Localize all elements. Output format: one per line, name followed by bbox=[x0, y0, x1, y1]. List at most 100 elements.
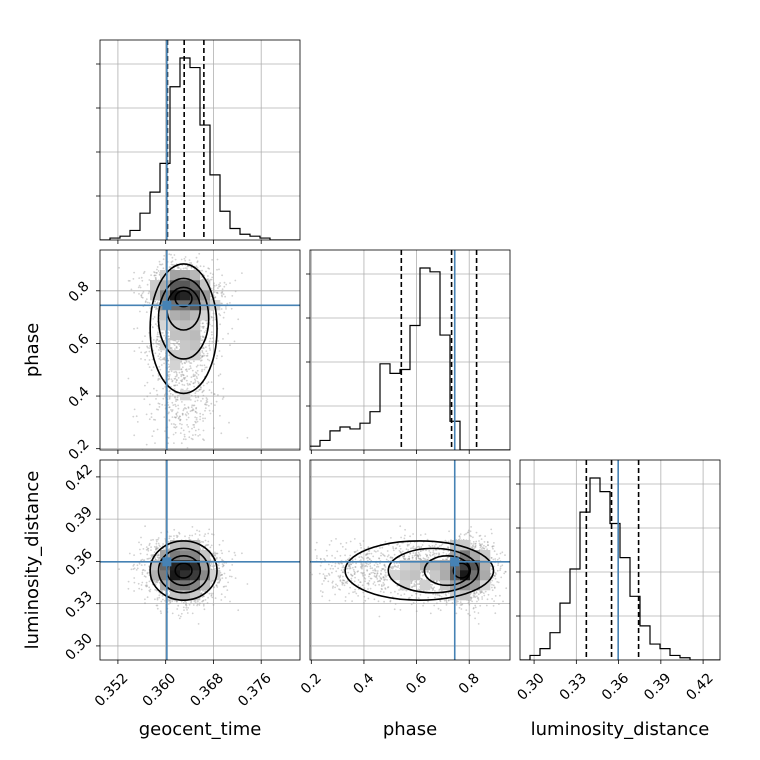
sample-point bbox=[156, 581, 159, 584]
sample-point bbox=[225, 283, 228, 286]
sample-point bbox=[174, 431, 177, 434]
sample-point bbox=[145, 546, 148, 548]
sample-point bbox=[132, 565, 135, 567]
sample-point bbox=[171, 409, 174, 411]
sample-point bbox=[153, 274, 156, 277]
sample-point bbox=[159, 356, 162, 359]
sample-point bbox=[168, 378, 170, 380]
sample-point bbox=[184, 259, 187, 262]
sample-point bbox=[137, 286, 140, 289]
sample-point bbox=[177, 377, 180, 379]
sample-point bbox=[136, 327, 139, 330]
sample-point bbox=[194, 533, 197, 535]
sample-point bbox=[198, 388, 201, 391]
sample-point bbox=[176, 267, 179, 269]
sample-point bbox=[197, 428, 200, 431]
sample-point bbox=[216, 291, 219, 294]
sample-point bbox=[178, 532, 181, 535]
sample-point bbox=[140, 536, 142, 539]
sample-point bbox=[145, 298, 148, 301]
sample-point bbox=[179, 432, 182, 434]
sample-point bbox=[174, 258, 177, 261]
sample-point bbox=[168, 377, 171, 380]
sample-point bbox=[127, 279, 130, 282]
sample-point bbox=[147, 557, 150, 560]
sample-point bbox=[181, 401, 183, 403]
sample-point bbox=[170, 535, 172, 538]
sample-point bbox=[197, 452, 199, 454]
sample-point bbox=[197, 373, 200, 376]
sample-point bbox=[192, 373, 195, 376]
sample-point bbox=[191, 612, 194, 615]
sample-point bbox=[197, 380, 199, 383]
sample-point bbox=[168, 266, 171, 268]
sample-point bbox=[174, 403, 177, 406]
sample-point bbox=[133, 327, 135, 330]
sample-point bbox=[209, 337, 212, 340]
density-cell bbox=[160, 320, 171, 331]
sample-point bbox=[217, 394, 219, 396]
sample-point bbox=[158, 366, 161, 368]
sample-point bbox=[222, 396, 225, 399]
sample-point bbox=[156, 324, 159, 327]
sample-point bbox=[157, 340, 160, 343]
sample-point bbox=[156, 554, 159, 556]
sample-point bbox=[182, 409, 185, 412]
sample-point bbox=[188, 360, 190, 363]
sample-point bbox=[148, 302, 151, 304]
panels: 0.352 0.360 0.368 0.376 0.2 0.4 0.6 0.8 0.30 0.33… bbox=[62, 39, 721, 710]
sample-point bbox=[172, 342, 175, 345]
sample-point bbox=[199, 415, 202, 418]
sample-point bbox=[168, 398, 171, 400]
sample-point bbox=[200, 592, 202, 595]
sample-point bbox=[156, 302, 159, 305]
sample-point bbox=[200, 356, 203, 359]
sample-point bbox=[170, 261, 173, 264]
sample-point bbox=[170, 347, 173, 349]
sample-point bbox=[192, 408, 194, 410]
sample-point bbox=[176, 536, 179, 539]
sample-point bbox=[151, 326, 154, 328]
sample-point bbox=[175, 345, 178, 348]
sample-point bbox=[144, 358, 147, 361]
sample-point bbox=[203, 354, 206, 357]
sample-point bbox=[155, 604, 158, 607]
sample-point bbox=[195, 406, 198, 409]
sample-point bbox=[158, 349, 160, 351]
sample-point bbox=[141, 558, 144, 561]
sample-point bbox=[197, 623, 200, 625]
sample-point bbox=[210, 544, 213, 547]
sample-point bbox=[167, 436, 170, 439]
sample-point bbox=[246, 583, 249, 585]
contour-level bbox=[157, 277, 210, 360]
sample-point bbox=[141, 340, 144, 343]
sample-point bbox=[153, 271, 155, 273]
sample-point bbox=[209, 546, 212, 549]
sample-point bbox=[144, 576, 147, 578]
sample-point bbox=[180, 258, 183, 261]
sample-point bbox=[168, 406, 171, 409]
sample-point bbox=[186, 267, 188, 269]
sample-point bbox=[221, 295, 224, 298]
sample-point bbox=[148, 347, 151, 349]
sample-point bbox=[118, 568, 120, 570]
sample-point bbox=[177, 407, 180, 410]
sample-point bbox=[155, 548, 157, 550]
sample-point bbox=[202, 420, 205, 422]
sample-point bbox=[215, 400, 218, 403]
sample-point bbox=[231, 327, 234, 330]
sample-point bbox=[175, 372, 178, 374]
sample-point bbox=[237, 318, 240, 321]
sample-point bbox=[148, 290, 151, 293]
sample-point bbox=[153, 551, 156, 554]
sample-point bbox=[150, 274, 153, 276]
sample-point bbox=[199, 434, 201, 436]
sample-point bbox=[199, 360, 202, 362]
sample-point bbox=[152, 342, 155, 345]
sample-point bbox=[177, 614, 180, 617]
sample-point bbox=[196, 600, 199, 603]
sample-point bbox=[193, 600, 196, 603]
sample-point bbox=[177, 466, 179, 468]
sample-point bbox=[208, 342, 211, 345]
sample-point bbox=[154, 308, 157, 310]
